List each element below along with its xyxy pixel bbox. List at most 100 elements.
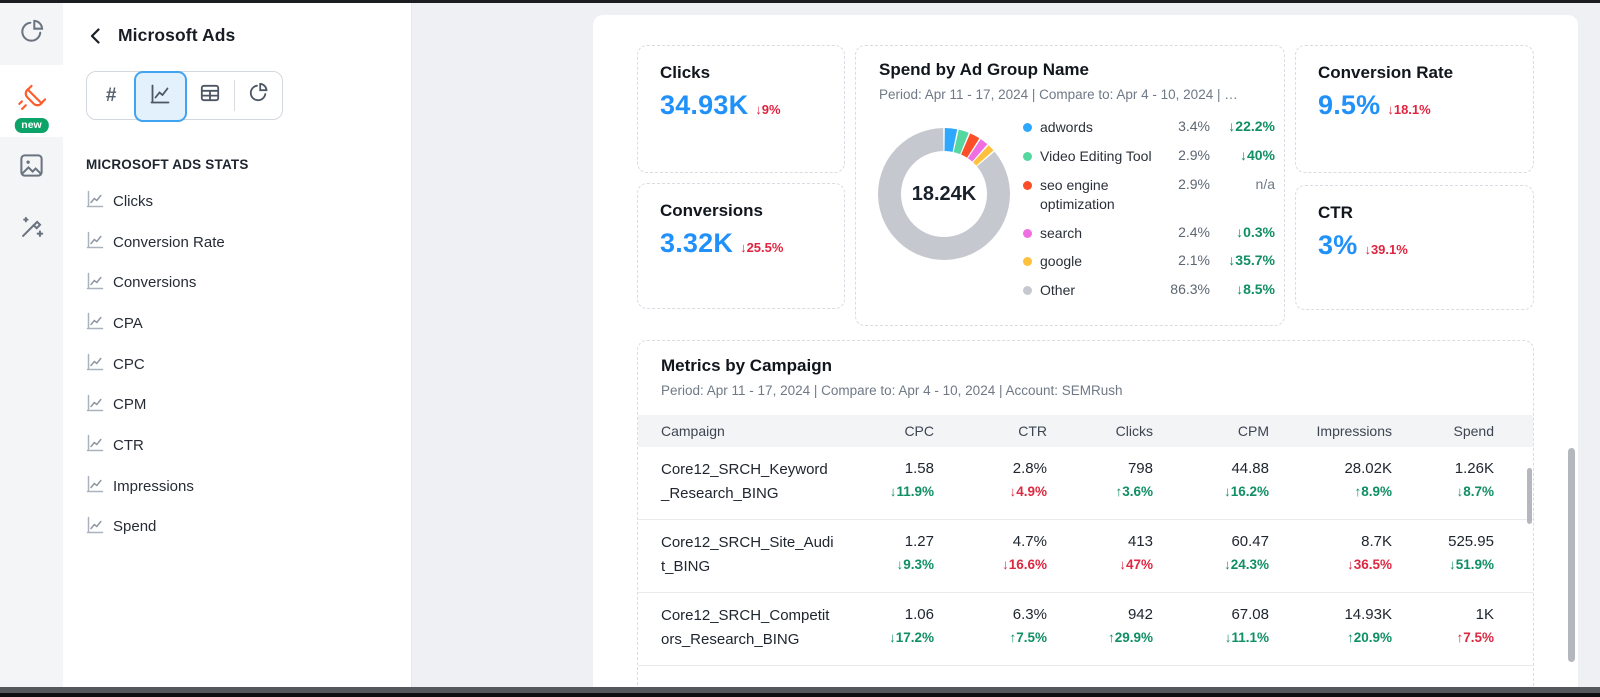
cell-value: 1.58 bbox=[904, 460, 934, 477]
stat-item-ctr[interactable]: CTR bbox=[86, 425, 411, 466]
legend-row-search[interactable]: search 2.4% ↓0.3% bbox=[1023, 224, 1275, 243]
donut-center-label: 18.24K bbox=[911, 182, 977, 205]
widget-type-line-chart[interactable] bbox=[134, 71, 187, 122]
window-bottom-edge bbox=[0, 687, 1600, 697]
page-scrollbar-thumb[interactable] bbox=[1568, 448, 1575, 662]
cell-change: ↑7.5% bbox=[1009, 629, 1047, 645]
metric-label: Conversion Rate bbox=[1318, 63, 1454, 82]
metric-widget-conversions[interactable]: Conversions 3.32K ↓25.5% bbox=[637, 183, 845, 309]
column-header-impressions[interactable]: Impressions bbox=[1316, 423, 1392, 439]
donut-slice-google[interactable] bbox=[973, 145, 994, 166]
stat-item-impressions[interactable]: Impressions bbox=[86, 466, 411, 507]
legend-percent: 2.4% bbox=[1178, 223, 1210, 240]
column-header-cpm[interactable]: CPM bbox=[1237, 423, 1269, 439]
number-sign-icon: # bbox=[105, 84, 117, 106]
back-button[interactable] bbox=[86, 27, 104, 45]
metric-change: ↓9% bbox=[755, 102, 781, 117]
cell-value: 1.26K bbox=[1454, 460, 1494, 477]
spend-by-ad-group-widget[interactable]: Spend by Ad Group Name Period: Apr 11 - … bbox=[855, 45, 1285, 326]
stat-label: CPC bbox=[113, 355, 145, 373]
cell-change: ↓36.5% bbox=[1346, 556, 1392, 572]
sidebar-item-ai-tools[interactable] bbox=[0, 199, 63, 261]
metric-value: 9.5% bbox=[1318, 90, 1381, 120]
campaign-name: Core12_SRCH_Competitors_Research_BING bbox=[661, 607, 830, 648]
stat-item-conversion-rate[interactable]: Conversion Rate bbox=[86, 222, 411, 263]
metric-cell: 1.27 ↓9.3% bbox=[846, 531, 934, 579]
metric-cell: 525.95 ↓51.9% bbox=[1392, 531, 1494, 579]
legend-row-google[interactable]: google 2.1% ↓35.7% bbox=[1023, 252, 1275, 271]
chart-title: Spend by Ad Group Name bbox=[879, 60, 1090, 79]
cell-change: ↓11.1% bbox=[1224, 629, 1269, 645]
column-header-cpc[interactable]: CPC bbox=[904, 423, 934, 439]
metric-cell: 44.88 ↓16.2% bbox=[1153, 458, 1269, 506]
metric-cell: 1K ↑7.5% bbox=[1392, 604, 1494, 652]
cell-change: ↑8.9% bbox=[1354, 483, 1392, 499]
donut-slice-video-editing-tool[interactable] bbox=[953, 129, 969, 155]
stat-item-cpm[interactable]: CPM bbox=[86, 384, 411, 425]
line-chart-icon bbox=[86, 190, 104, 212]
donut-slice-other[interactable] bbox=[878, 128, 1010, 260]
column-header-campaign[interactable]: Campaign bbox=[661, 423, 725, 439]
column-header-clicks[interactable]: Clicks bbox=[1115, 423, 1153, 439]
legend-row-adwords[interactable]: adwords 3.4% ↓22.2% bbox=[1023, 118, 1275, 137]
widget-type-selector: # bbox=[86, 71, 283, 122]
cell-value: 1.27 bbox=[904, 533, 934, 550]
image-icon bbox=[18, 152, 45, 184]
metrics-by-campaign-widget[interactable]: Metrics by Campaign Period: Apr 11 - 17,… bbox=[637, 340, 1534, 687]
legend-change: ↓0.3% bbox=[1236, 223, 1275, 240]
cell-change: ↓16.2% bbox=[1223, 483, 1269, 499]
cell-change: ↑20.9% bbox=[1346, 629, 1392, 645]
legend-label: adwords bbox=[1040, 119, 1093, 135]
metric-cell: 2.8% ↓4.9% bbox=[934, 458, 1047, 506]
legend-change: n/a bbox=[1255, 175, 1275, 192]
sidebar-item-integrations[interactable]: new bbox=[0, 65, 63, 137]
stat-item-conversions[interactable]: Conversions bbox=[86, 262, 411, 303]
stat-item-cpc[interactable]: CPC bbox=[86, 344, 411, 385]
stat-item-clicks[interactable]: Clicks bbox=[86, 181, 411, 222]
legend-row-seo-engine-optimization[interactable]: seo engine optimization 2.9% n/a bbox=[1023, 176, 1275, 214]
metric-widget-ctr[interactable]: CTR 3% ↓39.1% bbox=[1295, 185, 1534, 310]
metric-cell: 67.08 ↓11.1% bbox=[1153, 604, 1269, 652]
widget-type-table[interactable] bbox=[186, 72, 234, 119]
stat-item-spend[interactable]: Spend bbox=[86, 507, 411, 548]
sidebar-item-charts[interactable] bbox=[0, 3, 63, 65]
legend-change: ↓22.2% bbox=[1228, 118, 1275, 134]
panel-title: Microsoft Ads bbox=[118, 25, 236, 45]
legend-percent: 86.3% bbox=[1170, 281, 1210, 298]
metric-widget-conversion-rate[interactable]: Conversion Rate 9.5% ↓18.1% bbox=[1295, 45, 1534, 173]
cell-change: ↓47% bbox=[1119, 556, 1153, 572]
metric-widget-clicks[interactable]: Clicks 34.93K ↓9% bbox=[637, 45, 845, 173]
cell-value: 60.47 bbox=[1231, 533, 1269, 550]
metric-cell: 14.93K ↑20.9% bbox=[1269, 604, 1392, 652]
donut-slice-seo-engine-optimization[interactable] bbox=[961, 133, 980, 158]
cell-value: 4.7% bbox=[1012, 533, 1047, 550]
sidebar-item-images[interactable] bbox=[0, 137, 63, 199]
metric-value: 34.93K bbox=[660, 90, 749, 120]
table-body: Core12_SRCH_Keyword_Research_BING 1.58 ↓11… bbox=[638, 447, 1533, 666]
metric-cell: 413 ↓47% bbox=[1047, 531, 1153, 579]
campaign-name: Core12_SRCH_Keyword_Research_BING bbox=[661, 461, 828, 502]
legend-label: google bbox=[1040, 253, 1083, 270]
donut-chart: 18.24K bbox=[869, 119, 1019, 269]
widget-type-pie-chart[interactable] bbox=[233, 72, 282, 119]
legend-row-video-editing-tool[interactable]: Video Editing Tool 2.9% ↓40% bbox=[1023, 147, 1275, 166]
widget-type-number-sign[interactable]: # bbox=[87, 72, 135, 119]
column-header-ctr[interactable]: CTR bbox=[1018, 423, 1047, 439]
pie-chart-icon bbox=[18, 18, 45, 50]
line-chart-icon bbox=[149, 83, 171, 110]
table-period: Period: Apr 11 - 17, 2024 | Compare to: … bbox=[661, 383, 1123, 398]
table-row: Core12_SRCH_Competitors_Research_BING 1.0… bbox=[638, 593, 1533, 666]
donut-slice-search[interactable] bbox=[967, 139, 988, 162]
stat-item-cpa[interactable]: CPA bbox=[86, 303, 411, 344]
cell-value: 6.3% bbox=[1012, 606, 1047, 623]
stat-label: Clicks bbox=[113, 192, 153, 210]
donut-slice-adwords[interactable] bbox=[944, 128, 958, 152]
cell-value: 2.8% bbox=[1012, 460, 1047, 477]
metric-change: ↓18.1% bbox=[1387, 102, 1431, 117]
table-scrollbar-thumb[interactable] bbox=[1527, 468, 1532, 524]
column-header-spend[interactable]: Spend bbox=[1453, 423, 1494, 439]
cell-value: 413 bbox=[1127, 533, 1153, 550]
legend-row-other[interactable]: Other 86.3% ↓8.5% bbox=[1023, 281, 1275, 300]
report-canvas: Clicks 34.93K ↓9% Conversions 3.32K ↓25.… bbox=[593, 15, 1578, 687]
